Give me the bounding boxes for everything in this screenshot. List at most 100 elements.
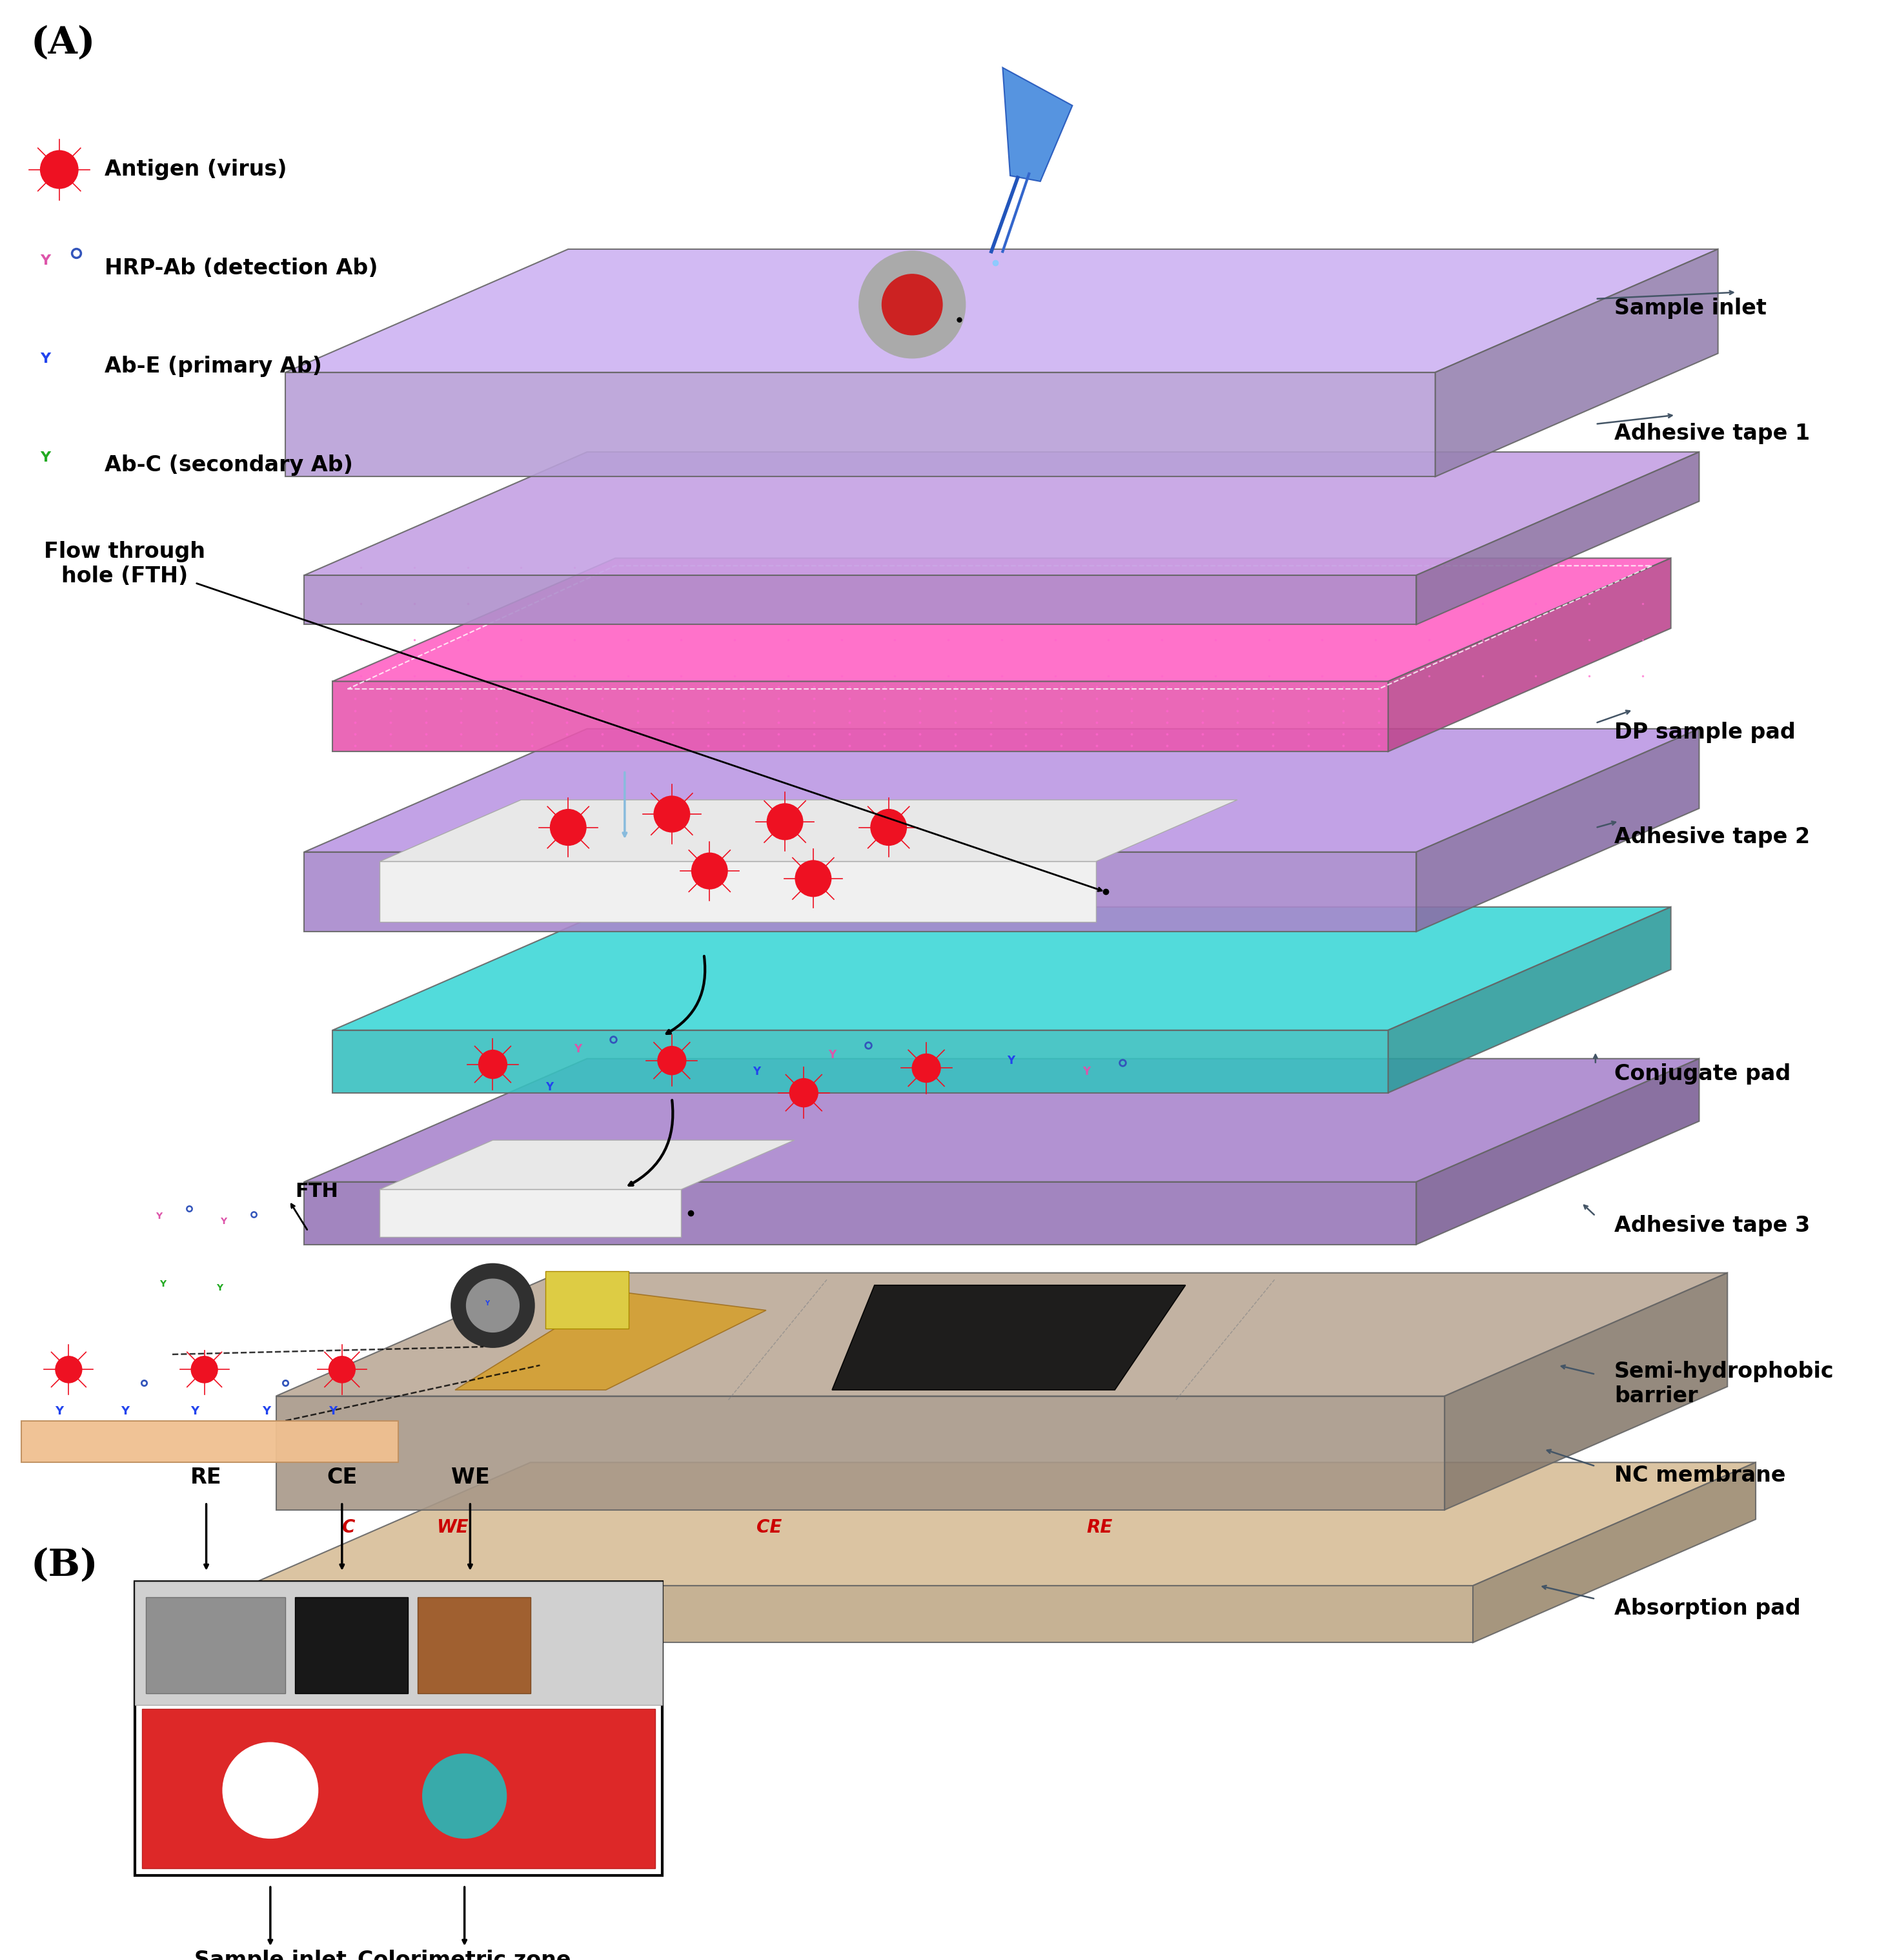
Polygon shape (304, 729, 1700, 853)
Text: Adhesive tape 3: Adhesive tape 3 (1614, 1215, 1810, 1237)
Text: RE: RE (1087, 1519, 1112, 1537)
Polygon shape (304, 1058, 1700, 1182)
Circle shape (192, 1356, 218, 1384)
Text: CE: CE (326, 1466, 357, 1488)
Text: Semi-hydrophobic
barrier: Semi-hydrophobic barrier (1614, 1360, 1834, 1407)
Polygon shape (546, 1272, 628, 1329)
Circle shape (451, 1264, 535, 1347)
Circle shape (766, 804, 802, 839)
Polygon shape (1417, 453, 1700, 625)
Text: NC membrane: NC membrane (1614, 1464, 1785, 1486)
Text: Y: Y (829, 1049, 837, 1060)
Polygon shape (1436, 249, 1719, 476)
Circle shape (40, 151, 78, 188)
Polygon shape (304, 1182, 1417, 1245)
Polygon shape (1389, 907, 1671, 1094)
Polygon shape (135, 1582, 662, 1705)
Text: Y: Y (220, 1217, 226, 1227)
Polygon shape (1389, 559, 1671, 751)
Polygon shape (1472, 1462, 1757, 1642)
Polygon shape (142, 1709, 654, 1868)
Text: Y: Y (40, 255, 51, 267)
Text: Y: Y (40, 353, 51, 367)
Circle shape (871, 809, 907, 845)
Text: RE: RE (190, 1466, 222, 1488)
Text: Y: Y (486, 1299, 489, 1307)
Text: (B): (B) (30, 1548, 99, 1584)
Text: Antigen (virus): Antigen (virus) (104, 159, 286, 180)
Circle shape (789, 1078, 818, 1107)
Polygon shape (1004, 69, 1072, 182)
Circle shape (478, 1051, 506, 1078)
Text: Y: Y (1007, 1054, 1015, 1066)
Text: Y: Y (753, 1066, 761, 1078)
Circle shape (658, 1047, 687, 1074)
Polygon shape (455, 1292, 766, 1390)
Text: Ab-C (secondary Ab): Ab-C (secondary Ab) (104, 455, 353, 476)
Polygon shape (275, 1396, 1446, 1509)
Polygon shape (146, 1597, 285, 1693)
Text: WE: WE (436, 1519, 469, 1537)
Polygon shape (285, 249, 1719, 372)
Polygon shape (1417, 1058, 1700, 1245)
Circle shape (912, 1054, 941, 1082)
Text: Absorption pad: Absorption pad (1614, 1597, 1800, 1619)
Polygon shape (294, 1597, 408, 1693)
Circle shape (550, 809, 586, 845)
Text: HRP-Ab (detection Ab): HRP-Ab (detection Ab) (104, 257, 378, 278)
Polygon shape (304, 574, 1417, 625)
Circle shape (795, 860, 831, 896)
Circle shape (692, 853, 727, 890)
Circle shape (467, 1280, 520, 1333)
Circle shape (224, 1742, 317, 1838)
Text: Y: Y (546, 1082, 554, 1094)
Polygon shape (275, 1272, 1728, 1396)
Text: Y: Y (121, 1405, 129, 1417)
Text: DP sample pad: DP sample pad (1614, 721, 1796, 743)
Polygon shape (1446, 1272, 1728, 1509)
Polygon shape (332, 682, 1389, 751)
Polygon shape (379, 800, 1237, 862)
Text: Sample inlet: Sample inlet (1614, 298, 1766, 319)
Circle shape (654, 796, 691, 833)
Polygon shape (249, 1586, 1472, 1642)
Text: Y: Y (1083, 1066, 1091, 1078)
Polygon shape (379, 1141, 795, 1190)
Text: FTH: FTH (294, 1182, 338, 1201)
Text: Conjugate pad: Conjugate pad (1614, 1062, 1791, 1084)
Circle shape (328, 1356, 355, 1384)
Polygon shape (379, 1190, 681, 1237)
Polygon shape (1417, 729, 1700, 931)
Text: Y: Y (159, 1280, 167, 1290)
Text: Y: Y (156, 1211, 163, 1221)
Text: C: C (341, 1519, 355, 1537)
Text: Flow through
hole (FTH): Flow through hole (FTH) (44, 541, 205, 586)
Text: Adhesive tape 2: Adhesive tape 2 (1614, 827, 1810, 849)
Polygon shape (304, 453, 1700, 574)
Polygon shape (833, 1286, 1186, 1390)
Text: Y: Y (192, 1405, 199, 1417)
Polygon shape (135, 1582, 662, 1876)
Text: Y: Y (328, 1405, 338, 1417)
Polygon shape (21, 1421, 398, 1462)
Text: Colorimetric zone: Colorimetric zone (359, 1950, 571, 1960)
Polygon shape (332, 559, 1671, 682)
Text: WE: WE (451, 1466, 489, 1488)
Text: Ab-E (primary Ab): Ab-E (primary Ab) (104, 357, 322, 378)
Circle shape (102, 1152, 298, 1348)
Circle shape (423, 1754, 506, 1838)
Text: Adhesive tape 1: Adhesive tape 1 (1614, 423, 1810, 445)
Text: Y: Y (262, 1405, 271, 1417)
Text: CE: CE (757, 1519, 782, 1537)
Polygon shape (304, 853, 1417, 931)
Polygon shape (379, 862, 1096, 921)
Text: Y: Y (40, 451, 51, 465)
Text: Y: Y (216, 1284, 222, 1292)
Polygon shape (332, 1031, 1389, 1094)
Text: Y: Y (573, 1043, 582, 1054)
Circle shape (882, 274, 943, 335)
Polygon shape (249, 1462, 1757, 1586)
Text: Y: Y (55, 1405, 63, 1417)
Polygon shape (332, 907, 1671, 1031)
Text: (A): (A) (30, 25, 95, 61)
